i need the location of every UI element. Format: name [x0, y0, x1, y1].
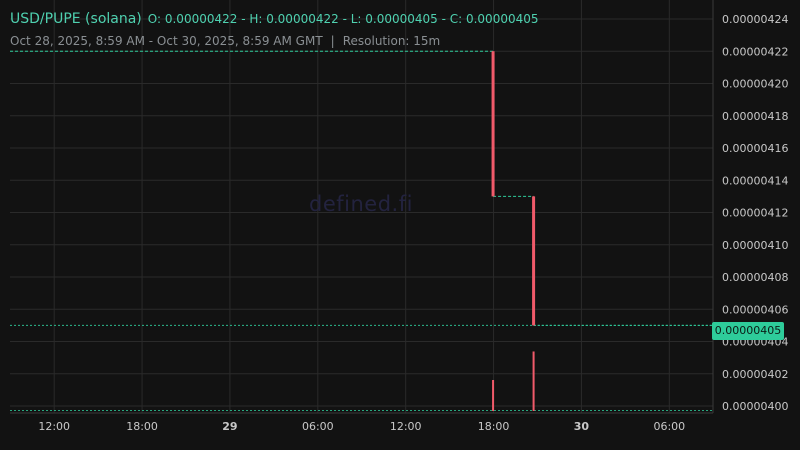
x-tick-label: 18:00	[126, 420, 158, 433]
header-row-range: Oct 28, 2025, 8:59 AM - Oct 30, 2025, 8:…	[10, 31, 539, 51]
volume-bars	[10, 351, 713, 411]
chart-header: USD/PUPE (solana) O: 0.00000422 - H: 0.00…	[10, 9, 539, 51]
candle-body	[491, 51, 495, 197]
y-tick-label: 0.00000424	[722, 13, 788, 26]
y-tick-label: 0.00000416	[722, 142, 788, 155]
y-tick-label: 0.00000414	[722, 174, 788, 187]
candles	[491, 51, 536, 326]
y-axis: 0.000004000.000004020.000004040.00000406…	[722, 13, 788, 413]
header-row-ohlc: USD/PUPE (solana) O: 0.00000422 - H: 0.00…	[10, 9, 539, 30]
date-range: Oct 28, 2025, 8:59 AM - Oct 30, 2025, 8:…	[10, 34, 323, 48]
y-tick-label: 0.00000400	[722, 400, 788, 413]
y-tick-label: 0.00000420	[722, 78, 788, 91]
y-tick-label: 0.00000422	[722, 45, 788, 58]
y-tick-label: 0.00000402	[722, 368, 788, 381]
ohlc-readout: O: 0.00000422 - H: 0.00000422 - L: 0.000…	[147, 12, 539, 26]
x-tick-label: 06:00	[302, 420, 334, 433]
y-tick-label: 0.00000412	[722, 207, 788, 220]
last-price-tag: 0.00000405	[712, 322, 784, 340]
x-tick-label: 29	[222, 420, 237, 433]
pair-title: USD/PUPE (solana)	[10, 11, 142, 27]
header-separator: |	[330, 34, 335, 48]
y-tick-label: 0.00000406	[722, 303, 788, 316]
y-tick-label: 0.00000418	[722, 110, 788, 123]
x-tick-label: 12:00	[390, 420, 422, 433]
y-tick-label: 0.00000410	[722, 239, 788, 252]
volume-bar	[492, 380, 495, 411]
x-tick-label: 12:00	[38, 420, 70, 433]
x-tick-label: 18:00	[478, 420, 510, 433]
resolution-label: Resolution: 15m	[342, 34, 441, 48]
volume-bar	[532, 351, 535, 411]
price-levels	[10, 50, 713, 326]
candle-body	[532, 196, 536, 326]
watermark: defined.fi	[309, 192, 413, 216]
x-tick-label: 06:00	[653, 420, 685, 433]
x-tick-label: 30	[574, 420, 590, 433]
y-tick-label: 0.00000408	[722, 271, 788, 284]
x-axis: 12:00 18:00 29 06:00 12:00 18:00 30 06:00	[38, 420, 685, 433]
